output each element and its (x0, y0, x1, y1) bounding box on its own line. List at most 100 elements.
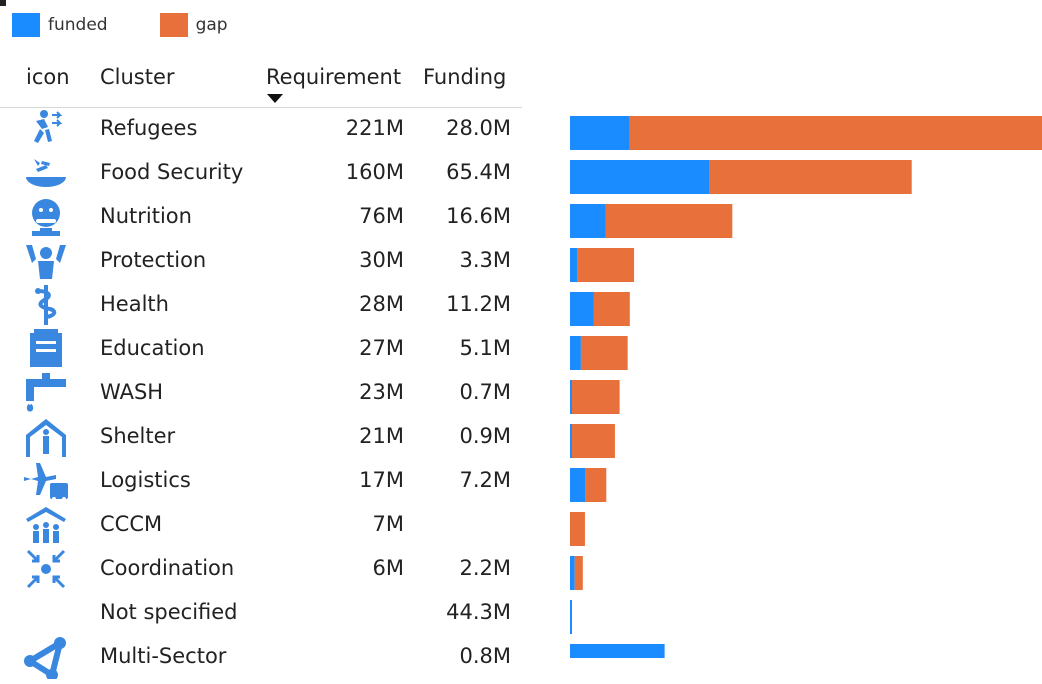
requirement-value: 17M (359, 468, 404, 492)
cluster-name: Nutrition (100, 204, 192, 228)
bar-gap-wash[interactable] (572, 380, 620, 414)
cluster-name: Refugees (100, 116, 198, 140)
bar-gap-logistics[interactable] (585, 468, 607, 502)
nutrition-icon (22, 195, 72, 239)
table-row[interactable]: Logistics 17M 7.2M (0, 459, 522, 503)
multi-sector-icon (22, 635, 72, 681)
bar-funded-coordination[interactable] (570, 556, 575, 590)
bar-funded-food-security[interactable] (570, 160, 710, 194)
requirement-value: 221M (345, 116, 404, 140)
table-row[interactable]: Refugees 221M 28.0M (0, 107, 522, 151)
bar-funded-nutrition[interactable] (570, 204, 606, 238)
legend: funded gap (12, 12, 280, 38)
cluster-name: WASH (100, 380, 164, 404)
table-row[interactable]: Coordination 6M 2.2M (0, 547, 522, 591)
cluster-name: Logistics (100, 468, 191, 492)
protection-icon (22, 239, 72, 283)
cluster-name: Shelter (100, 424, 176, 448)
cluster-name: Coordination (100, 556, 235, 580)
column-header-cluster[interactable]: Cluster (100, 65, 175, 89)
cluster-table: icon Cluster Requirement Funding Refugee… (0, 55, 522, 681)
cluster-name: Education (100, 336, 205, 360)
funding-value: 65.4M (446, 160, 511, 184)
education-icon (22, 327, 72, 371)
legend-label-gap: gap (195, 15, 228, 35)
funding-value: 44.3M (446, 600, 511, 624)
bar-gap-refugees[interactable] (629, 116, 1042, 150)
column-header-funding[interactable]: Funding (423, 65, 507, 89)
column-header-requirement[interactable]: Requirement (266, 65, 402, 89)
sort-descending-icon[interactable] (267, 94, 283, 103)
bar-funded-health[interactable] (570, 292, 594, 326)
bar-gap-education[interactable] (580, 336, 628, 370)
cluster-name: Health (100, 292, 169, 316)
bar-funded-refugees[interactable] (570, 116, 630, 150)
table-row[interactable]: Protection 30M 3.3M (0, 239, 522, 283)
shelter-icon (22, 415, 72, 459)
requirement-value: 23M (359, 380, 404, 404)
empty-icon-cell (22, 591, 72, 635)
bar-funded-education[interactable] (570, 336, 581, 370)
bar-funded-not-specified[interactable] (570, 600, 572, 634)
table-row[interactable]: Health 28M 11.2M (0, 283, 522, 327)
table-row[interactable]: Food Security 160M 65.4M (0, 151, 522, 195)
bar-gap-food-security[interactable] (709, 160, 912, 194)
corner-mark (0, 0, 6, 6)
legend-swatch-funded (12, 13, 40, 37)
cluster-name: CCCM (100, 512, 163, 536)
funding-value: 16.6M (446, 204, 511, 228)
table-row[interactable]: Not specified 44.3M (0, 591, 522, 635)
column-header-icon[interactable]: icon (26, 65, 70, 89)
coordination-icon (22, 547, 72, 591)
bar-funded-multi-sector[interactable] (570, 644, 665, 658)
refugees-icon (22, 107, 72, 151)
table-row[interactable]: Multi-Sector 0.8M (0, 635, 522, 681)
funding-value: 0.9M (459, 424, 511, 448)
bar-gap-shelter[interactable] (572, 424, 615, 458)
requirement-value: 160M (345, 160, 404, 184)
cluster-name: Not specified (100, 600, 238, 624)
bar-funded-wash[interactable] (570, 380, 572, 414)
requirement-value: 76M (359, 204, 404, 228)
requirement-value: 28M (359, 292, 404, 316)
bar-gap-protection[interactable] (577, 248, 635, 282)
funding-value: 5.1M (459, 336, 511, 360)
requirement-value: 21M (359, 424, 404, 448)
cluster-name: Food Security (100, 160, 244, 184)
wash-icon (22, 371, 72, 415)
legend-swatch-gap (159, 13, 188, 37)
funding-value: 0.8M (459, 644, 511, 668)
funding-value: 7.2M (459, 468, 511, 492)
stacked-bar-chart (570, 116, 1042, 658)
requirement-value: 6M (372, 556, 404, 580)
table-row[interactable]: WASH 23M 0.7M (0, 371, 522, 415)
bar-funded-shelter[interactable] (570, 424, 572, 458)
table-row[interactable]: Nutrition 76M 16.6M (0, 195, 522, 239)
funding-value: 0.7M (459, 380, 511, 404)
requirement-value: 27M (359, 336, 404, 360)
funding-value: 11.2M (446, 292, 511, 316)
bar-gap-coordination[interactable] (574, 556, 583, 590)
requirement-value: 7M (372, 512, 404, 536)
health-icon (22, 283, 72, 327)
table-row[interactable]: Shelter 21M 0.9M (0, 415, 522, 459)
legend-item-funded: funded (12, 13, 108, 37)
logistics-icon (22, 459, 72, 503)
bar-gap-nutrition[interactable] (605, 204, 733, 238)
funding-value: 2.2M (459, 556, 511, 580)
table-row[interactable]: CCCM 7M (0, 503, 522, 547)
funding-value: 3.3M (459, 248, 511, 272)
funding-value: 28.0M (446, 116, 511, 140)
requirement-value: 30M (359, 248, 404, 272)
table-header: icon Cluster Requirement Funding (0, 55, 522, 108)
table-row[interactable]: Education 27M 5.1M (0, 327, 522, 371)
cluster-name: Protection (100, 248, 207, 272)
food-security-icon (22, 151, 72, 195)
bar-gap-cccm[interactable] (570, 512, 585, 546)
bar-funded-protection[interactable] (570, 248, 578, 282)
legend-label-funded: funded (48, 15, 108, 35)
bar-funded-logistics[interactable] (570, 468, 586, 502)
cccm-icon (22, 503, 72, 547)
bar-gap-health[interactable] (593, 292, 630, 326)
legend-item-gap: gap (159, 13, 228, 37)
